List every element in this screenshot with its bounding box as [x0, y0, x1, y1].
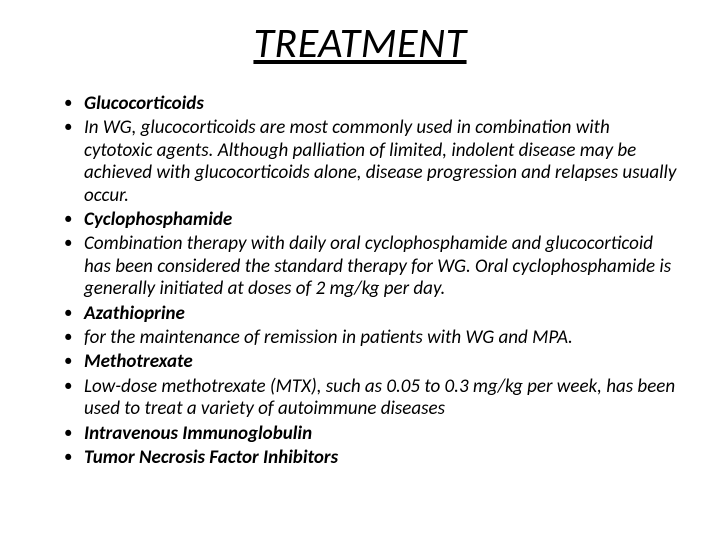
bullet-text: Cyclophosphamide [84, 208, 232, 231]
bullet-text: for the maintenance of remission in pati… [84, 326, 573, 349]
bullet-list: Glucocorticoids In WG, glucocorticoids a… [40, 93, 680, 472]
list-item: Combination therapy with daily oral cycl… [64, 233, 680, 300]
bullet-text: In WG, glucocorticoids are most commonly… [84, 116, 676, 206]
bullet-text: Combination therapy with daily oral cycl… [84, 232, 671, 300]
list-item: for the maintenance of remission in pati… [64, 327, 680, 349]
list-item: Intravenous Immunoglobulin [64, 423, 680, 445]
list-item: Tumor Necrosis Factor Inhibitors [64, 447, 680, 469]
list-item: Glucocorticoids [64, 93, 680, 115]
bullet-text: Methotrexate [84, 350, 193, 373]
list-item: Cyclophosphamide [64, 209, 680, 231]
bullet-text: Intravenous Immunoglobulin [84, 422, 312, 445]
list-item: In WG, glucocorticoids are most commonly… [64, 117, 680, 207]
list-item: Azathioprine [64, 303, 680, 325]
bullet-text: Glucocorticoids [84, 92, 204, 115]
bullet-text: Azathioprine [84, 302, 185, 325]
bullet-text: Tumor Necrosis Factor Inhibitors [84, 446, 338, 469]
list-item: Low-dose methotrexate (MTX), such as 0.0… [64, 376, 680, 421]
slide-title: TREATMENT [40, 18, 680, 69]
slide: TREATMENT Glucocorticoids In WG, glucoco… [0, 0, 720, 540]
list-item: Methotrexate [64, 351, 680, 373]
bullet-text: Low-dose methotrexate (MTX), such as 0.0… [84, 375, 675, 420]
